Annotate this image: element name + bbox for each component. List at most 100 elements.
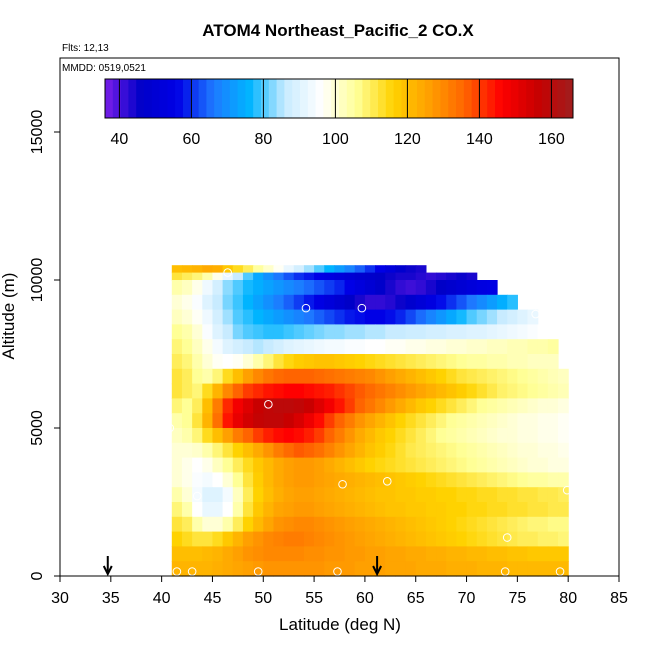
heatmap-cell <box>171 428 183 444</box>
heatmap-cell <box>436 428 447 444</box>
heatmap-cell <box>212 339 224 355</box>
arrow-head <box>102 565 113 577</box>
heatmap-cell <box>253 339 264 355</box>
heatmap-cell <box>202 561 214 577</box>
heatmap-cell <box>242 398 254 414</box>
heatmap-cell <box>222 472 234 488</box>
heatmap-cell <box>263 368 275 385</box>
heatmap-cell <box>436 368 447 385</box>
heatmap-cell <box>263 398 275 414</box>
heatmap-cell <box>486 324 498 340</box>
heatmap-cell <box>192 487 203 503</box>
heatmap-cell <box>212 398 224 414</box>
sample-point <box>192 491 202 501</box>
heatmap-cell <box>263 339 275 355</box>
heatmap-layer <box>171 265 569 577</box>
heatmap-cell <box>263 272 275 281</box>
heatmap-cell <box>324 339 336 355</box>
heatmap-cell <box>476 457 488 473</box>
heatmap-cell <box>212 383 224 399</box>
heatmap-cell <box>385 280 396 296</box>
heatmap-cell <box>415 265 427 274</box>
colorbar-tick-label: 120 <box>394 131 421 148</box>
heatmap-cell <box>293 272 305 281</box>
heatmap-cell <box>192 428 203 444</box>
heatmap-cell <box>476 472 488 488</box>
heatmap-cell <box>476 413 488 429</box>
heatmap-cell <box>344 265 356 274</box>
heatmap-cell <box>364 272 376 281</box>
heatmap-cell <box>222 309 234 325</box>
heatmap-cell <box>181 272 193 281</box>
x-tick-label: 45 <box>204 590 222 607</box>
heatmap-cell <box>375 294 386 311</box>
colorbar-swatch <box>339 79 348 118</box>
heatmap-cell <box>354 472 366 488</box>
heatmap-cell <box>303 339 315 355</box>
heatmap-cell <box>497 502 508 518</box>
heatmap-cell <box>385 561 396 577</box>
heatmap-cell <box>385 516 396 533</box>
heatmap-cell <box>486 531 498 547</box>
heatmap-cell <box>395 413 407 429</box>
heatmap-cell <box>192 265 203 274</box>
heatmap-cell <box>354 272 366 281</box>
colorbar-swatch <box>159 79 168 118</box>
heatmap-cell <box>334 280 346 296</box>
heatmap-cell <box>456 472 468 488</box>
heatmap-cell <box>181 339 193 355</box>
heatmap-cell <box>314 324 325 340</box>
heatmap-cell <box>436 339 447 355</box>
heatmap-cell <box>375 383 386 399</box>
heatmap-cell <box>375 280 386 296</box>
heatmap-cell <box>273 294 285 311</box>
sample-point <box>172 567 182 576</box>
heatmap-cell <box>385 294 396 311</box>
y-tick-label: 15000 <box>29 110 46 155</box>
heatmap-cell <box>263 324 275 340</box>
heatmap-cell <box>293 531 305 547</box>
colorbar-swatch <box>315 79 324 118</box>
heatmap-cell <box>527 442 539 459</box>
colorbar-swatch <box>370 79 379 118</box>
heatmap-cell <box>415 294 427 311</box>
heatmap-cell <box>375 546 386 562</box>
heatmap-cell <box>273 442 285 459</box>
heatmap-cell <box>466 272 478 281</box>
heatmap-cell <box>283 472 295 488</box>
heatmap-cell <box>202 413 214 429</box>
heatmap-cell <box>303 502 315 518</box>
heatmap-cell <box>527 354 539 370</box>
heatmap-cell <box>212 309 224 325</box>
heatmap-cell <box>507 442 518 459</box>
colorbar-tick-label: 40 <box>111 131 129 148</box>
heatmap-cell <box>547 383 559 399</box>
heatmap-cell <box>476 339 488 355</box>
heatmap-cell <box>334 531 346 547</box>
heatmap-cell <box>283 272 295 281</box>
heatmap-cell <box>395 487 407 503</box>
heatmap-cell <box>171 383 183 399</box>
heatmap-cell <box>558 428 569 444</box>
heatmap-cell <box>405 472 417 488</box>
heatmap-cell <box>171 265 183 274</box>
heatmap-cell <box>334 354 346 370</box>
heatmap-cell <box>476 442 488 459</box>
heatmap-cell <box>446 487 457 503</box>
heatmap-cell <box>253 272 264 281</box>
heatmap-cell <box>537 324 549 340</box>
heatmap-cell <box>283 561 295 577</box>
colorbar-swatch <box>440 79 449 118</box>
heatmap-cell <box>232 428 244 444</box>
heatmap-cell <box>476 294 488 311</box>
heatmap-cell <box>364 339 376 355</box>
heatmap-cell <box>466 294 478 311</box>
heatmap-cell <box>283 487 295 503</box>
heatmap-cell <box>253 472 264 488</box>
heatmap-cell <box>415 383 427 399</box>
heatmap-cell <box>263 309 275 325</box>
heatmap-cell <box>364 442 376 459</box>
heatmap-cell <box>476 516 488 533</box>
heatmap-cell <box>466 368 478 385</box>
heatmap-cell <box>497 531 508 547</box>
